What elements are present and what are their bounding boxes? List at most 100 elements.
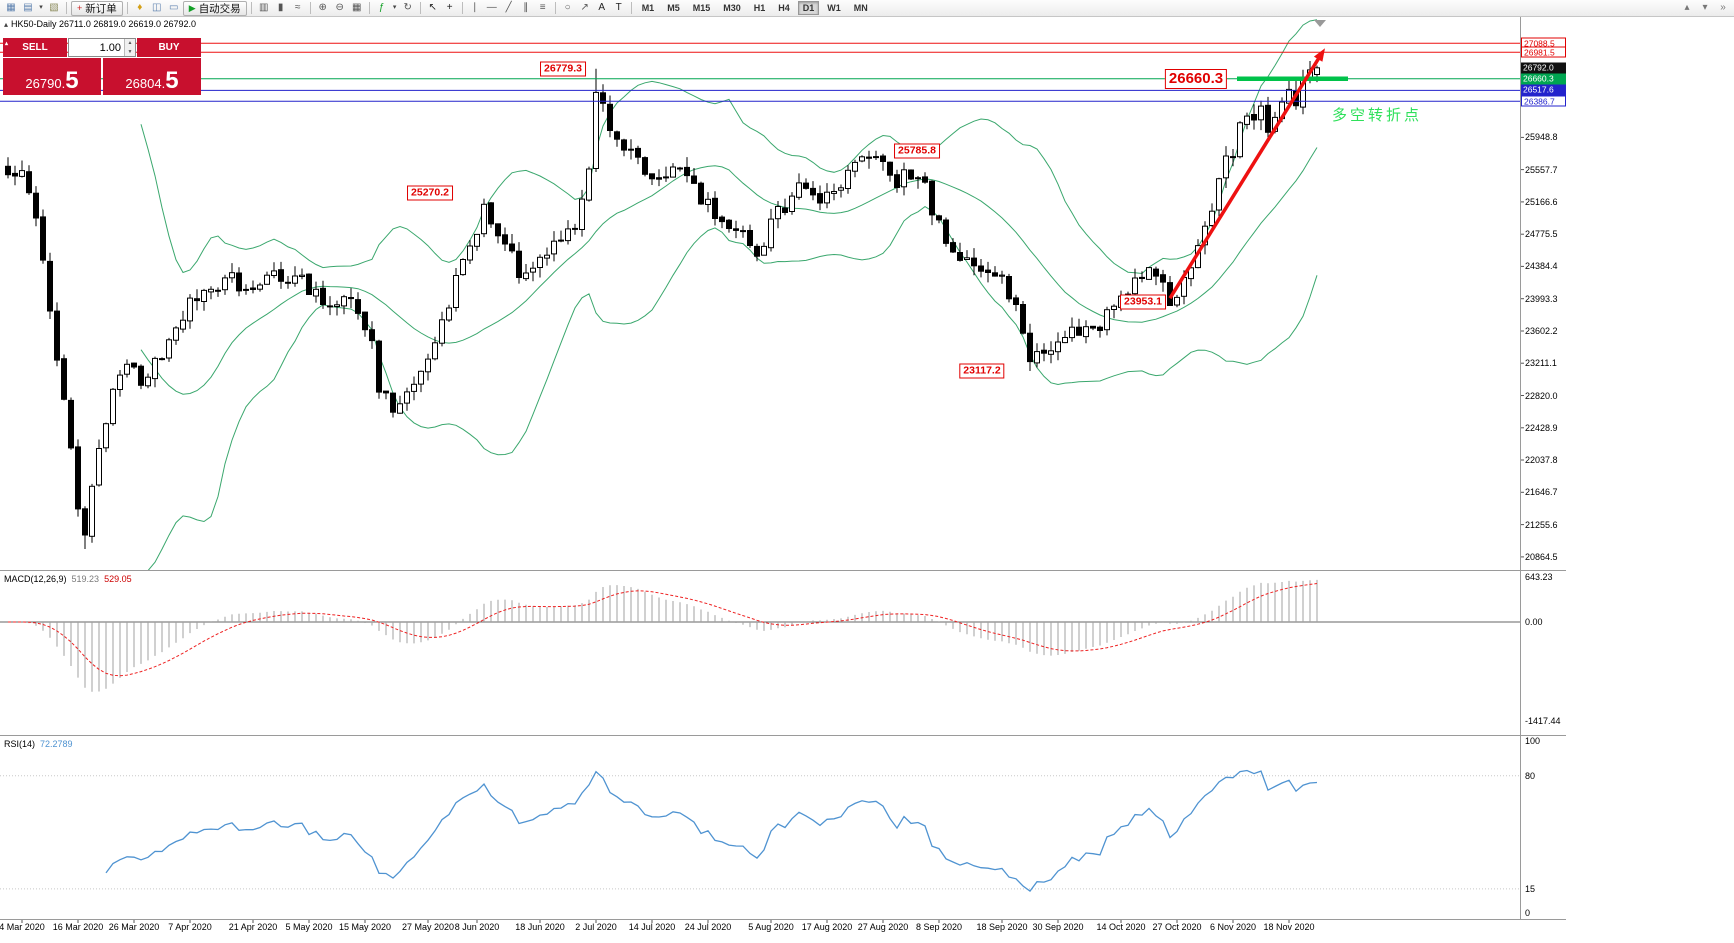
macd-axis-value: 0.00 xyxy=(1525,617,1543,627)
profiles-icon[interactable]: ▧ xyxy=(49,2,59,13)
toolbar-separator xyxy=(554,2,556,14)
toolbar-overflow-icon[interactable]: » xyxy=(1720,2,1726,13)
macd-axis-value: 643.23 xyxy=(1525,572,1553,582)
volume-up-button[interactable]: ▲ xyxy=(125,39,135,48)
chart-collapse-icon[interactable]: ▴ xyxy=(4,20,9,29)
axis-price-tag: 26981.5 xyxy=(1521,46,1566,58)
volume-input[interactable]: 1.00 ▲ ▼ xyxy=(68,38,136,57)
price-tick: 23993.3 xyxy=(1525,293,1558,304)
crosshair-icon[interactable]: + xyxy=(446,2,453,13)
volume-steppers: ▲ ▼ xyxy=(124,39,135,56)
timeframe-mn[interactable]: MN xyxy=(853,3,868,13)
timeframe-m30[interactable]: M30 xyxy=(723,3,741,13)
panel-separator[interactable] xyxy=(0,570,1566,571)
text-icon[interactable]: A xyxy=(598,2,606,13)
timeframe-m5[interactable]: M5 xyxy=(667,3,680,13)
sell-price[interactable]: 26790. 5 xyxy=(3,58,101,95)
refresh-icon[interactable]: ↻ xyxy=(403,2,412,13)
date-tick-label: 4 Mar 2020 xyxy=(0,922,45,932)
date-tick-label: 17 Aug 2020 xyxy=(801,922,853,932)
ocp-collapse-icon[interactable]: ▴ xyxy=(5,41,9,47)
one-click-trading-panel: ▴ SELL 1.00 ▲ ▼ BUY 26790. 5 26804. 5 xyxy=(3,38,201,95)
autotrade-play-icon: ▶ xyxy=(188,2,196,13)
date-tick-label: 16 Mar 2020 xyxy=(52,922,104,932)
date-tick-label: 8 Sep 2020 xyxy=(915,922,963,932)
zoom-out-icon[interactable]: ⊖ xyxy=(335,2,344,13)
buy-price[interactable]: 26804. 5 xyxy=(103,58,201,95)
horizontal-line-icon[interactable]: ― xyxy=(486,2,497,13)
new-order-button[interactable]: + 新订单 xyxy=(71,0,123,16)
axis-price-tag: 26386.7 xyxy=(1521,95,1566,107)
timeframe-d1[interactable]: D1 xyxy=(797,1,820,15)
bar-chart-icon[interactable]: ▥ xyxy=(258,2,269,13)
toolbar-scroll-down-icon[interactable]: ▾ xyxy=(1702,2,1708,13)
autotrade-button-label: 自动交易 xyxy=(198,2,241,15)
terminal-icon[interactable]: ▭ xyxy=(169,2,179,13)
date-tick-label: 6 Nov 2020 xyxy=(1209,922,1257,932)
autotrade-button[interactable]: ▶ 自动交易 xyxy=(182,0,247,16)
price-tick: 23602.2 xyxy=(1525,326,1558,336)
chart-title: ▴ HK50-Daily 26711.0 26819.0 26619.0 2679… xyxy=(4,19,196,29)
fibonacci-icon[interactable]: ≡ xyxy=(539,2,546,13)
candlestick-chart-icon[interactable]: ▮ xyxy=(277,2,284,13)
price-callout: 23953.1 xyxy=(1120,294,1166,310)
new-order-icon: + xyxy=(77,3,83,13)
trendline-icon[interactable]: ╱ xyxy=(505,2,512,13)
macd-label: MACD(12,26,9) 519.23 529.05 xyxy=(4,574,132,584)
date-tick-label: 24 Jul 2020 xyxy=(684,922,732,932)
cursor-icon[interactable]: ↖ xyxy=(428,2,437,13)
price-tick: 22820.0 xyxy=(1525,390,1558,401)
date-tick-label: 2 Jul 2020 xyxy=(575,922,617,932)
ocp-top-row: ▴ SELL 1.00 ▲ ▼ BUY xyxy=(3,38,201,57)
zoom-in-icon[interactable]: ⊕ xyxy=(318,2,327,13)
panel-separator[interactable] xyxy=(0,919,1566,920)
toolbar: ▦ ▤ ▾ ▧ + 新订单 ♦ ◫ ▭ ▶ 自动交易 ▥ ▮ ≈ ⊕ ⊖ ▦ ƒ ▾ ↻ ↖ + ∣ ― ╱ ∥ ≡ ○ ↗ A T M1 M5… xyxy=(0,0,1734,17)
market-watch-icon[interactable]: ♦ xyxy=(137,2,143,13)
buy-button[interactable]: BUY xyxy=(137,38,201,57)
date-tick-label: 27 Oct 2020 xyxy=(1152,922,1202,932)
panel-separator[interactable] xyxy=(0,735,1566,736)
toolbar-scroll-up-icon[interactable]: ▴ xyxy=(1684,2,1690,13)
date-tick-label: 26 Mar 2020 xyxy=(108,922,160,932)
channel-icon[interactable]: ∥ xyxy=(523,2,529,13)
price-tick: 25557.7 xyxy=(1525,164,1558,175)
text-label-icon[interactable]: T xyxy=(615,2,622,13)
volume-value[interactable]: 1.00 xyxy=(99,41,121,54)
timeframe-m15[interactable]: M15 xyxy=(692,3,711,13)
rsi-axis-value: 80 xyxy=(1525,770,1536,781)
axis-price-tag: 26517.6 xyxy=(1521,84,1566,96)
vertical-line-icon[interactable]: ∣ xyxy=(472,2,478,13)
chart-window-icon[interactable]: ▦ xyxy=(6,2,16,13)
timeframe-h1[interactable]: H1 xyxy=(753,3,766,13)
price-tick: 23211.1 xyxy=(1525,358,1557,369)
arrow-tool-icon[interactable]: ↗ xyxy=(580,2,589,13)
timeframe-w1[interactable]: W1 xyxy=(827,3,841,13)
toolbar-right-group: ▴ ▾ » xyxy=(1679,0,1731,16)
indicators-icon[interactable]: ƒ xyxy=(378,2,385,13)
price-callout: 25270.2 xyxy=(407,185,453,201)
chart-dropdown-icon[interactable]: ▾ xyxy=(39,4,43,11)
toolbar-separator xyxy=(461,2,463,14)
date-tick-label: 30 Sep 2020 xyxy=(1032,922,1084,932)
price-tick: 24775.5 xyxy=(1525,229,1558,240)
date-tick-label: 5 May 2020 xyxy=(285,922,333,932)
date-tick-label: 5 Aug 2020 xyxy=(748,922,794,932)
line-chart-icon[interactable]: ≈ xyxy=(294,2,301,13)
indicators-dropdown-icon[interactable]: ▾ xyxy=(392,4,397,11)
macd-axis-value: -1417.44 xyxy=(1525,716,1561,727)
tile-windows-icon[interactable]: ▦ xyxy=(351,2,362,13)
price-callout: 25785.8 xyxy=(894,143,940,159)
toolbar-separator xyxy=(66,2,67,14)
shapes-icon[interactable]: ○ xyxy=(564,2,571,13)
sell-button[interactable]: ▴ SELL xyxy=(3,38,67,57)
timeframe-h4[interactable]: H4 xyxy=(778,3,790,13)
price-tick: 22037.8 xyxy=(1525,455,1558,465)
date-tick-label: 15 May 2020 xyxy=(338,922,392,932)
rsi-axis-value: 15 xyxy=(1525,883,1536,894)
timeframe-m1[interactable]: M1 xyxy=(641,3,655,13)
new-chart-icon[interactable]: ▤ xyxy=(23,2,33,13)
data-window-icon[interactable]: ◫ xyxy=(152,2,162,13)
price-tick: 25166.6 xyxy=(1525,196,1558,207)
volume-down-button[interactable]: ▼ xyxy=(125,47,135,56)
